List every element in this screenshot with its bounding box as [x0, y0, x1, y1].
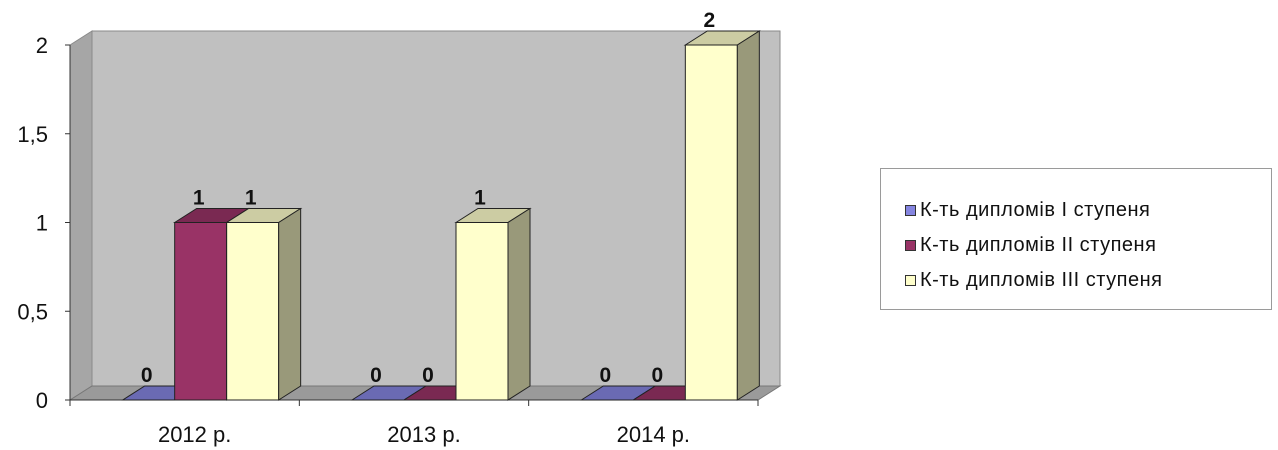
legend-swatch-series-3	[905, 275, 916, 286]
legend-label-series-2: К-ть дипломів ІІ ступеня	[920, 234, 1157, 256]
bar-side-3-3	[736, 30, 760, 401]
data-label-2-2: 0	[422, 364, 434, 387]
legend-swatch-series-1	[905, 205, 916, 216]
x-category-label: 2012 р.	[158, 422, 231, 447]
legend-item-series-3: К-ть дипломів ІІІ ступеня	[905, 263, 1271, 298]
legend-swatch-series-2	[905, 240, 916, 251]
data-label-3-2: 1	[474, 187, 486, 210]
data-label-1-1: 0	[141, 364, 153, 387]
bar-3-2	[455, 222, 509, 401]
x-category-label: 2014 р.	[617, 422, 690, 447]
bar-3-3	[684, 44, 738, 401]
data-label-1-2: 0	[370, 364, 382, 387]
y-tick-label: 0,5	[17, 299, 48, 324]
bar-side-3-1	[278, 207, 302, 401]
bar-3-1	[226, 222, 280, 401]
data-label-2-3: 0	[651, 364, 663, 387]
data-label-2-1: 1	[193, 187, 205, 210]
legend-label-series-1: К-ть дипломів І ступеня	[920, 199, 1151, 221]
bar-2-1	[174, 222, 228, 401]
legend-item-series-2: К-ть дипломів ІІ ступеня	[905, 228, 1271, 263]
bar-side-3-2	[507, 207, 531, 401]
x-category-label: 2013 р.	[387, 422, 460, 447]
data-label-3-3: 2	[703, 9, 715, 32]
y-tick-label: 0	[36, 388, 48, 413]
data-label-3-1: 1	[245, 187, 257, 210]
chart-side-wall	[69, 30, 93, 401]
legend-label-series-3: К-ть дипломів ІІІ ступеня	[920, 269, 1163, 291]
legend-item-series-1: К-ть дипломів І ступеня	[905, 193, 1271, 228]
data-label-1-3: 0	[599, 364, 611, 387]
y-tick-label: 2	[36, 33, 48, 58]
chart-legend: К-ть дипломів І ступеня К-ть дипломів ІІ…	[880, 168, 1272, 310]
y-tick-label: 1	[36, 211, 48, 236]
y-tick-label: 1,5	[17, 122, 48, 147]
